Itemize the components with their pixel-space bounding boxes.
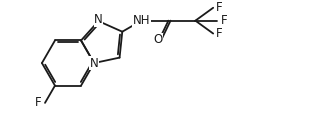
Text: N: N <box>94 13 103 26</box>
Text: F: F <box>216 1 222 14</box>
Text: F: F <box>35 96 41 109</box>
Text: O: O <box>154 33 163 46</box>
Text: N: N <box>90 56 99 70</box>
Text: F: F <box>216 27 222 40</box>
Text: F: F <box>220 14 227 27</box>
Text: NH: NH <box>133 14 150 27</box>
